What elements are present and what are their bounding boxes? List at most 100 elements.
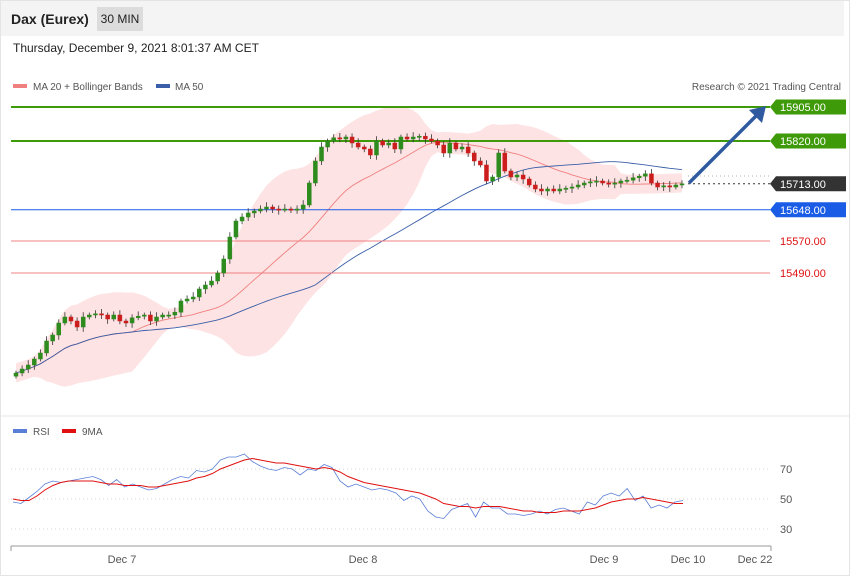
candle-body [594,180,599,183]
level-tag-0 [770,99,846,115]
x-tick-label: Dec 22 [738,554,773,566]
candle-body [398,136,404,150]
candle-body [258,208,263,212]
forecast-arrow-shaft [687,114,758,185]
candle-body [551,188,556,192]
rsi-tick-30: 30 [780,524,792,536]
chart-header: Dax (Eurex) 30 MIN [1,1,844,36]
candle-body [300,204,306,210]
x-tick-label: Dec 8 [349,554,378,566]
x-tick-label: Dec 9 [590,554,619,566]
ma20-legend-label: MA 20 + Bollinger Bands [33,82,143,93]
ma50-line [15,161,683,374]
candle-body [502,152,508,172]
level-label-1: 15820.00 [780,136,826,148]
candle-body [13,372,19,377]
candle-body [56,322,62,336]
x-axis: Dec 7 Dec 8 Dec 9 Dec 10 Dec 22 [10,545,773,566]
candle-body [44,340,49,354]
candle-body [227,236,233,260]
rsi-tick-70: 70 [780,464,792,476]
candle-body [111,314,117,320]
candle-body [569,186,575,189]
candle-body [154,316,159,322]
rsi-line [12,453,684,519]
candle-body [50,334,55,342]
candle-body [239,216,245,222]
candle-body [667,185,673,188]
candle-body [417,135,422,138]
candle-body [679,183,685,186]
candle-body [661,185,666,188]
candle-body [649,173,654,184]
ma50-legend-label: MA 50 [175,82,204,93]
candle-body [337,137,343,140]
bollinger-bands [16,106,682,387]
candle-body [160,314,165,318]
candle-body [624,179,630,182]
level-tag-1 [770,133,846,149]
candle-body [129,317,135,324]
candle-body [215,272,220,282]
candle-body [62,316,68,324]
candle-body [203,284,208,290]
rsi-ma-legend-swatch [62,429,76,433]
candle-body [575,184,581,188]
candle-body [612,182,618,185]
level-label-2: 15713.00 [780,179,826,191]
candle-body [508,170,514,178]
candle-body [563,187,569,190]
candle-body [655,182,660,188]
candle-body [673,184,679,188]
copyright-label: Research © 2021 Trading Central [692,82,841,93]
candle-body [410,136,416,140]
candle-body [123,320,129,324]
candle-body [539,188,544,192]
forecast-arrow-head [749,106,766,123]
candle-body [233,220,239,238]
candle-body [148,314,153,322]
candle-body [355,142,361,148]
candle-body [325,140,330,148]
candle-body [331,137,336,142]
candle-body [636,175,642,179]
candle-body [435,140,440,146]
candle-body [270,206,275,210]
candle-body [142,314,147,317]
candle-body [453,142,459,150]
candle-body [209,280,214,286]
candle-body [588,181,593,184]
candle-body [197,288,202,298]
moving-averages [15,141,683,374]
level-tag-2 [770,176,846,192]
candle-body [600,180,605,184]
x-tick-label: Dec 10 [671,554,706,566]
candle-body [245,212,251,218]
candle-body [93,313,98,316]
candle-body [526,178,532,186]
interval-badge[interactable]: 30 MIN [97,7,143,31]
candle-body [386,142,391,146]
candle-body [135,315,141,319]
candle-body [313,160,318,184]
candle-body [581,182,587,186]
candle-body [557,188,563,192]
candle-body [343,136,349,140]
candle-body [38,352,43,360]
candle-body [496,152,501,178]
candle-body [74,320,80,328]
candle-body [465,146,471,154]
forecast-arrow [687,106,766,185]
price-levels: 15905.00 15820.00 15713.00 15648.00 15570.00… [11,99,846,280]
candle-body [368,148,373,156]
candle-body [294,208,300,211]
rsi-legend-label: RSI [33,427,50,438]
rsi-panel: 70 50 30 [11,453,792,536]
candle-body [447,142,453,154]
candle-body [68,316,74,322]
candle-body [184,298,190,302]
level-label-5: 15490.00 [780,268,826,280]
candle-body [349,136,355,144]
timestamp: Thursday, December 9, 2021 8:01:37 AM CE… [13,41,259,55]
